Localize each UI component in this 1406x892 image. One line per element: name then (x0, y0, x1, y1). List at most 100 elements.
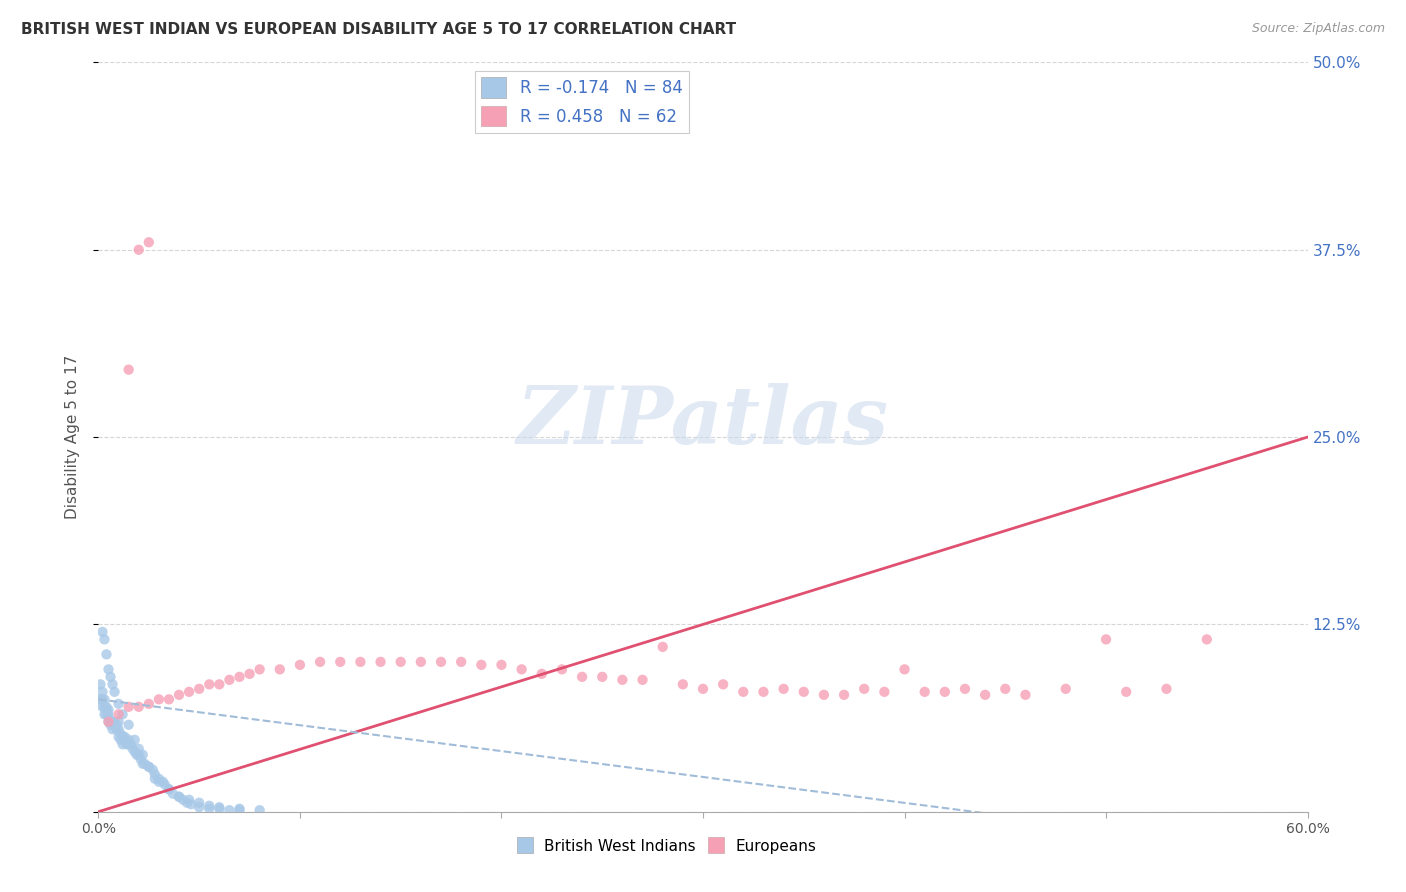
Point (309, 655, 332, 669)
Point (239, 666, 262, 681)
Point (1115, 685, 1137, 699)
Point (832, 688, 855, 702)
Point (121, 741, 143, 756)
Point (198, 802, 221, 816)
Point (101, 677, 124, 691)
Point (651, 640, 673, 654)
Point (994, 681, 1017, 696)
Point (188, 796, 211, 810)
Point (1156, 681, 1178, 696)
Point (93, 707, 115, 722)
Point (692, 681, 714, 696)
Point (100, 714, 122, 729)
Point (591, 670, 613, 684)
Point (93, 692, 115, 706)
Point (138, 760, 160, 774)
Point (103, 718, 125, 732)
Point (914, 685, 936, 699)
Legend: British West Indians, Europeans: British West Indians, Europeans (510, 833, 823, 860)
Point (152, 774, 174, 789)
Point (180, 797, 202, 812)
Point (218, 673, 240, 687)
Point (107, 730, 129, 744)
Point (125, 747, 148, 762)
Point (370, 655, 392, 669)
Point (105, 718, 128, 732)
Text: ZIPatlas: ZIPatlas (517, 384, 889, 461)
Point (349, 655, 371, 669)
Point (571, 670, 593, 684)
Point (118, 732, 141, 747)
Point (111, 730, 134, 744)
Point (101, 714, 124, 729)
Point (138, 697, 160, 711)
Point (1095, 632, 1118, 647)
Point (176, 796, 198, 810)
Point (107, 714, 129, 729)
Point (793, 685, 815, 699)
Point (110, 732, 132, 747)
Point (91, 692, 114, 706)
Point (97, 703, 120, 717)
Point (89, 692, 111, 706)
Point (162, 787, 184, 801)
Point (101, 723, 124, 737)
Point (128, 747, 150, 762)
Point (491, 657, 513, 672)
Point (100, 670, 122, 684)
Point (91, 699, 114, 714)
Point (813, 688, 835, 702)
Point (91, 685, 114, 699)
Point (228, 670, 250, 684)
Point (111, 737, 134, 751)
Point (1195, 632, 1218, 647)
Point (188, 800, 211, 814)
Point (143, 767, 166, 781)
Point (110, 727, 132, 741)
Point (218, 803, 240, 817)
Point (450, 655, 472, 669)
Point (124, 745, 146, 759)
Point (188, 681, 211, 696)
Point (198, 798, 221, 813)
Point (118, 718, 141, 732)
Point (1054, 681, 1077, 696)
Point (93, 699, 115, 714)
Point (132, 747, 155, 762)
Point (711, 677, 734, 691)
Point (329, 655, 352, 669)
Point (389, 655, 412, 669)
Point (97, 714, 120, 729)
Point (107, 707, 129, 722)
Point (93, 632, 115, 647)
Point (409, 655, 432, 669)
Point (873, 685, 896, 699)
Y-axis label: Disability Age 5 to 17: Disability Age 5 to 17 (65, 355, 80, 519)
Point (510, 662, 533, 676)
Point (105, 723, 128, 737)
Point (249, 662, 271, 676)
Point (103, 685, 125, 699)
Point (228, 802, 250, 816)
Point (143, 772, 166, 786)
Point (157, 782, 180, 797)
Point (772, 681, 794, 696)
Point (120, 737, 142, 751)
Point (118, 737, 141, 751)
Point (153, 778, 176, 792)
Point (198, 677, 221, 691)
Point (179, 793, 201, 807)
Point (853, 681, 876, 696)
Point (612, 673, 634, 687)
Point (430, 655, 453, 669)
Point (97, 662, 120, 676)
Point (100, 718, 122, 732)
Point (470, 657, 492, 672)
Text: BRITISH WEST INDIAN VS EUROPEAN DISABILITY AGE 5 TO 17 CORRELATION CHART: BRITISH WEST INDIAN VS EUROPEAN DISABILI… (21, 22, 737, 37)
Point (96, 648, 118, 662)
Point (118, 362, 141, 376)
Point (115, 737, 138, 751)
Point (91, 624, 114, 639)
Point (138, 760, 160, 774)
Point (672, 677, 695, 691)
